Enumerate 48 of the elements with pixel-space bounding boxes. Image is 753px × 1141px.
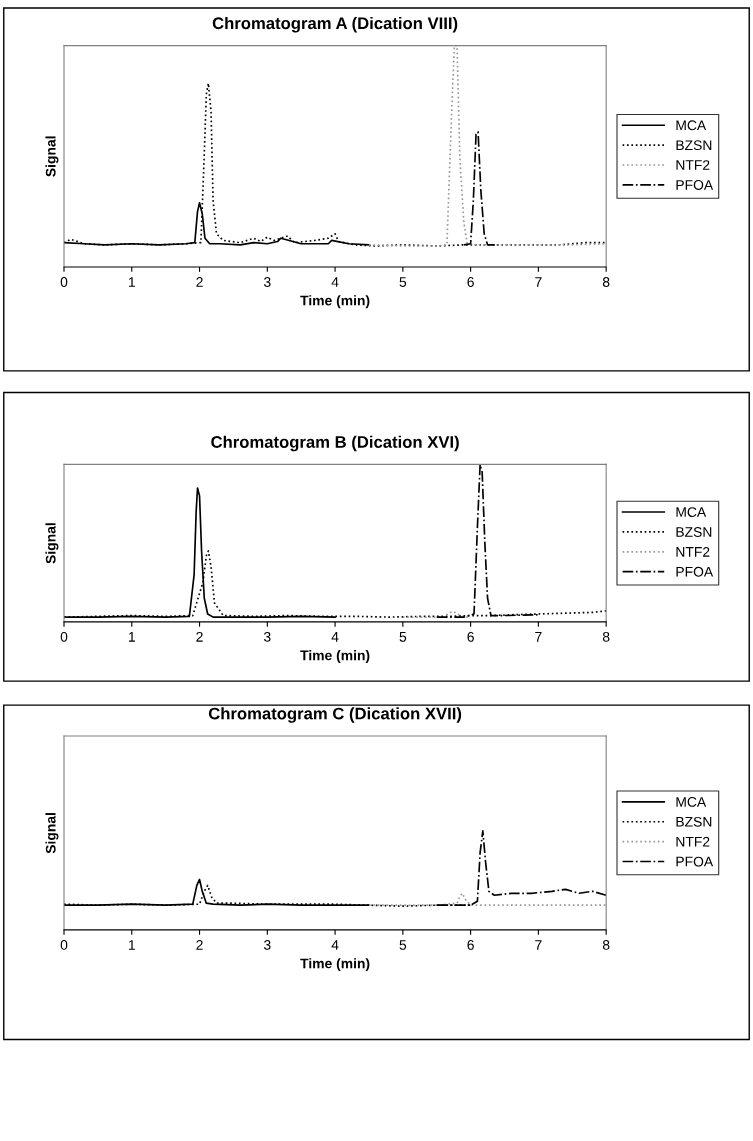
x-axis-title: Time (min) [300, 295, 370, 309]
legend-label: NTF2 [676, 836, 710, 847]
x-tick-label: 8 [602, 940, 610, 950]
x-tick-label: 2 [196, 631, 203, 642]
legend-label: MCA [676, 120, 707, 131]
x-tick-label: 4 [331, 632, 339, 642]
legend-label: BZSN [676, 527, 712, 537]
x-tick-label: 0 [60, 631, 68, 642]
x-tick-label: 6 [467, 940, 474, 950]
legend-label: MCA [676, 507, 707, 518]
x-tick-label: 5 [399, 277, 407, 287]
y-axis-title: Signal [45, 523, 59, 564]
legend-label: MCA [676, 796, 707, 807]
x-tick-label: 7 [535, 940, 542, 950]
y-axis-title: Signal [45, 813, 59, 854]
x-tick-label: 7 [535, 277, 542, 287]
x-tick-label: 7 [535, 632, 542, 642]
x-tick-label: 5 [399, 940, 407, 950]
x-tick-label: 0 [60, 277, 68, 287]
x-tick-label: 3 [263, 940, 271, 950]
x-tick-label: 6 [467, 277, 474, 287]
x-tick-label: 3 [263, 277, 271, 287]
x-tick-label: 3 [263, 631, 271, 642]
legend-label: NTF2 [676, 546, 710, 557]
chart-title: Chromatogram C (Dication XVII) [208, 707, 462, 723]
x-tick-label: 6 [467, 631, 474, 642]
chart-title: Chromatogram A (Dication VIII) [212, 16, 458, 33]
legend-label: PFOA [676, 566, 714, 577]
legend-label: NTF2 [676, 160, 710, 170]
legend-label: PFOA [676, 180, 714, 190]
y-axis-title: Signal [45, 136, 59, 177]
legend-label: PFOA [676, 856, 714, 867]
x-tick-label: 0 [60, 940, 68, 950]
x-tick-label: 1 [128, 277, 135, 287]
chart-title: Chromatogram B (Dication XVI) [211, 435, 459, 452]
x-tick-label: 8 [602, 631, 610, 642]
x-tick-label: 4 [331, 940, 339, 950]
x-tick-label: 2 [196, 940, 203, 950]
x-tick-label: 5 [399, 632, 407, 642]
x-tick-label: 8 [602, 277, 610, 287]
x-tick-label: 1 [128, 632, 135, 642]
x-axis-title: Time (min) [300, 650, 370, 664]
x-axis-title: Time (min) [300, 958, 370, 972]
x-tick-label: 4 [331, 277, 339, 287]
legend-label: BZSN [676, 140, 712, 151]
x-tick-label: 1 [128, 940, 135, 950]
x-tick-label: 2 [196, 277, 203, 287]
legend-label: BZSN [676, 816, 712, 827]
